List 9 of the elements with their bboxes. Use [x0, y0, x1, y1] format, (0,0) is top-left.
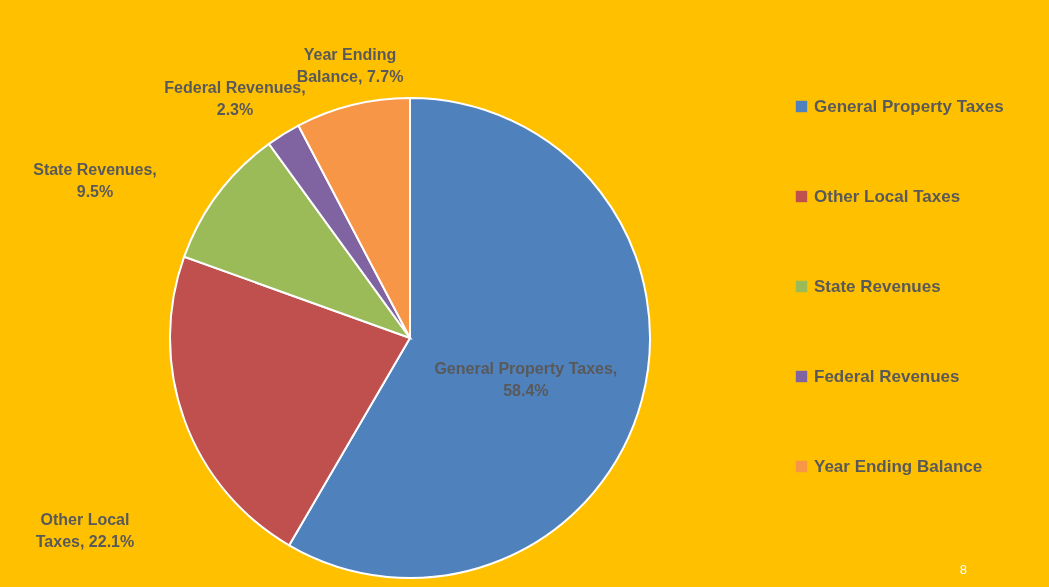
data-label: Other Local Taxes, 22.1%	[35, 511, 135, 550]
legend-label: Federal Revenues	[814, 366, 960, 386]
legend-label: State Revenues	[814, 276, 941, 296]
page-number: 8	[959, 562, 967, 577]
legend-label: Other Local Taxes	[814, 186, 961, 206]
legend-label: Year Ending Balance	[814, 456, 983, 476]
data-label: State Revenues, 9.5%	[33, 161, 157, 200]
legend-label: General Property Taxes	[814, 96, 1004, 116]
data-label: General Property Taxes, 58.4%	[434, 360, 618, 400]
